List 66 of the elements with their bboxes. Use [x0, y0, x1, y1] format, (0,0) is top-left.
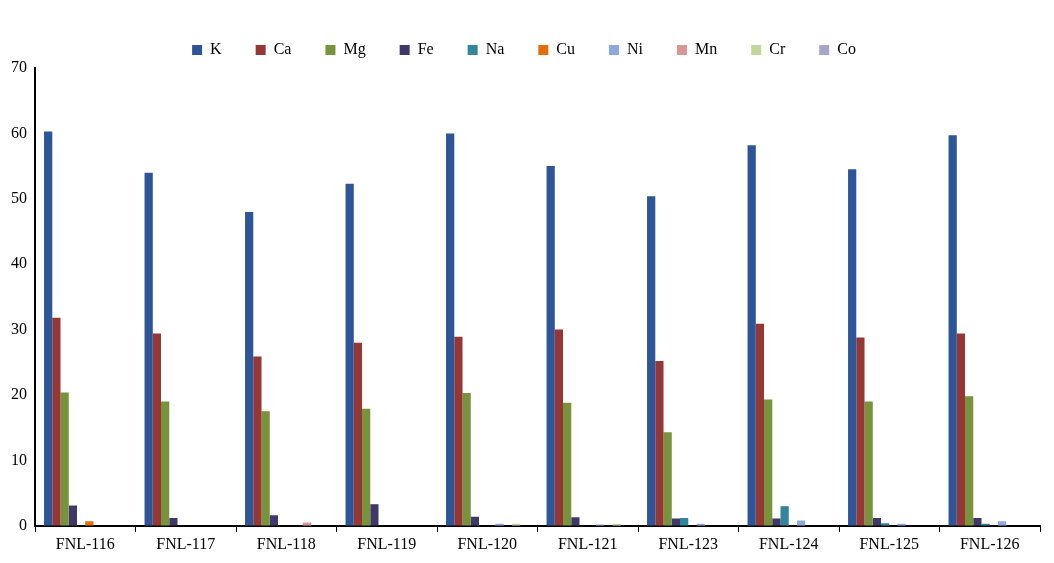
x-tick-label: FNL-125 [859, 534, 920, 552]
bar [269, 515, 279, 526]
bar [169, 517, 178, 526]
bar [864, 401, 873, 526]
bar [60, 392, 69, 526]
bar [261, 411, 270, 526]
bar [462, 393, 471, 526]
legend-label: Cr [769, 40, 786, 58]
y-tick-label: 60 [11, 123, 27, 141]
y-tick-label: 30 [11, 319, 27, 337]
bar [780, 506, 789, 526]
bar [948, 135, 957, 526]
bar [848, 169, 857, 526]
x-tick-label: FNL-126 [959, 534, 1020, 552]
bar [956, 333, 966, 526]
y-tick-label: 20 [11, 385, 27, 403]
legend-label: Na [485, 40, 505, 58]
bar [370, 504, 379, 526]
bar [571, 517, 580, 526]
x-tick-label: FNL-120 [457, 534, 518, 552]
bar [655, 360, 664, 526]
bar [253, 356, 262, 526]
bar [245, 211, 254, 526]
bar [856, 337, 865, 526]
bar [563, 402, 572, 526]
bar [446, 133, 455, 526]
y-tick-label: 40 [11, 254, 27, 272]
x-tick-label: FNL-123 [658, 534, 719, 552]
bar [647, 196, 656, 526]
bar [764, 399, 773, 526]
bar [546, 166, 555, 526]
bar [362, 408, 371, 526]
bar [152, 333, 162, 526]
legend-label: Fe [417, 40, 434, 58]
x-tick-label: FNL-121 [557, 534, 618, 552]
bar [973, 517, 982, 526]
legend-label: Mg [343, 40, 366, 59]
x-tick-label: FNL-117 [156, 534, 216, 552]
bar [52, 317, 61, 526]
legend-label: Mn [694, 40, 718, 58]
x-tick-label: FNL-116 [55, 534, 115, 552]
bar [345, 183, 354, 526]
y-tick-label: 10 [11, 450, 27, 468]
bar [454, 336, 463, 526]
y-tick-label: 70 [11, 58, 27, 76]
x-tick-label: FNL-119 [357, 534, 417, 552]
legend-label: Cu [556, 40, 575, 58]
bar [44, 131, 53, 526]
bar [965, 396, 974, 526]
legend-label: K [210, 40, 223, 58]
legend-label: Co [837, 40, 856, 58]
x-tick-label: FNL-124 [758, 534, 819, 552]
y-tick-label: 50 [11, 189, 27, 206]
legend-label: Ni [626, 40, 644, 58]
bar [68, 505, 78, 526]
bar [353, 342, 363, 526]
bar [161, 401, 170, 526]
bar [144, 172, 153, 526]
bar [663, 432, 672, 526]
x-tick-label: FNL-118 [256, 534, 316, 552]
bar [747, 145, 756, 526]
bar [772, 518, 781, 526]
legend-label: Ca [273, 40, 292, 58]
bar [554, 329, 564, 526]
bar [755, 323, 765, 526]
y-tick-label: 0 [19, 516, 27, 533]
